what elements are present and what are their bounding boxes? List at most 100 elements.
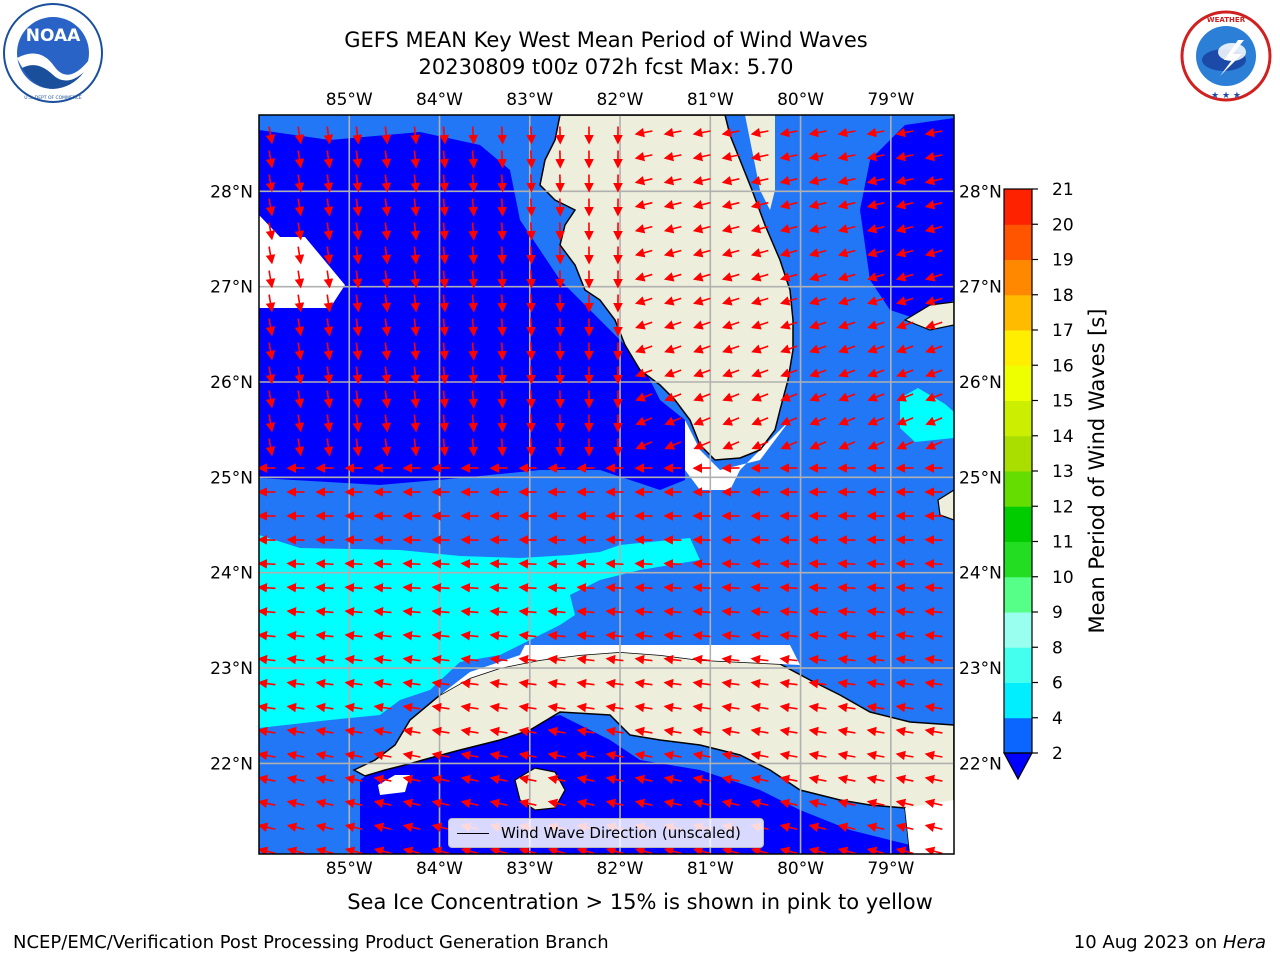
wave-direction-arrow: [779, 535, 798, 545]
wave-direction-arrow: [526, 126, 536, 145]
wave-direction-arrow: [721, 654, 740, 665]
wave-direction-arrow: [692, 750, 711, 761]
wave-direction-arrow: [925, 392, 943, 402]
wave-direction-arrow: [808, 583, 827, 593]
wave-direction-arrow: [750, 750, 769, 761]
wave-direction-arrow: [808, 774, 827, 785]
wave-direction-arrow: [693, 392, 711, 402]
wave-direction-arrow: [895, 606, 914, 617]
wave-direction-arrow: [809, 320, 827, 330]
wave-direction-arrow: [410, 294, 421, 313]
colorbar-tick-label: 14: [1052, 427, 1074, 447]
wave-direction-arrow: [547, 535, 566, 545]
wave-direction-arrow: [344, 583, 363, 593]
wave-direction-arrow: [468, 246, 478, 265]
wave-direction-arrow: [265, 174, 276, 193]
wave-direction-arrow: [779, 606, 798, 617]
wave-direction-arrow: [431, 846, 450, 854]
wave-direction-arrow: [381, 126, 392, 145]
lat-label-left: 22°N: [210, 754, 253, 774]
wave-direction-arrow: [460, 606, 479, 617]
wave-direction-arrow: [410, 222, 421, 241]
wave-direction-arrow: [352, 390, 363, 409]
wave-direction-arrow: [576, 606, 595, 617]
wave-direction-arrow: [924, 630, 943, 641]
wave-direction-arrow: [431, 654, 450, 665]
colorbar-segment: [1004, 541, 1032, 578]
wave-direction-arrow: [925, 320, 943, 330]
wave-direction-arrow: [344, 702, 363, 713]
wave-direction-arrow: [779, 702, 798, 713]
wave-direction-arrow: [750, 200, 769, 210]
wave-direction-arrow: [808, 272, 827, 282]
wave-direction-arrow: [692, 846, 711, 854]
wave-direction-arrow: [439, 150, 450, 169]
wave-direction-arrow: [576, 654, 595, 665]
wave-direction-arrow: [323, 270, 334, 289]
wave-direction-arrow: [286, 535, 305, 545]
wave-direction-arrow: [808, 559, 827, 569]
wave-direction-arrow: [265, 270, 276, 289]
wave-direction-arrow: [315, 846, 334, 854]
wave-direction-arrow: [635, 320, 653, 330]
wave-direction-arrow: [518, 606, 537, 617]
wave-direction-arrow: [895, 127, 914, 138]
wave-direction-arrow: [837, 822, 856, 832]
wave-direction-arrow: [895, 750, 914, 761]
svg-text:NOAA: NOAA: [26, 26, 81, 46]
lon-label-top: 85°W: [326, 90, 373, 110]
wave-direction-arrow: [547, 583, 566, 593]
wave-direction-arrow: [664, 416, 682, 426]
wave-direction-arrow: [634, 798, 653, 809]
wave-direction-arrow: [259, 606, 276, 617]
colorbar-tick-label: 20: [1052, 215, 1074, 235]
wave-direction-arrow: [635, 392, 653, 402]
wave-direction-arrow: [837, 726, 856, 737]
wave-direction-arrow: [323, 150, 334, 169]
wave-direction-arrow: [837, 127, 856, 138]
wave-direction-arrow: [663, 846, 682, 854]
wave-direction-arrow: [286, 798, 305, 809]
wave-direction-arrow: [663, 224, 682, 234]
wave-direction-arrow: [925, 344, 943, 354]
wave-direction-arrow: [547, 798, 566, 809]
wave-direction-arrow: [808, 296, 827, 306]
wave-direction-arrow: [431, 702, 450, 713]
lon-label-bottom: 83°W: [506, 859, 553, 879]
wave-direction-arrow: [693, 320, 711, 330]
wave-direction-arrow: [373, 678, 392, 689]
wave-direction-arrow: [286, 654, 305, 665]
wave-direction-arrow: [547, 846, 566, 854]
colorbar-tick-label: 6: [1052, 674, 1063, 694]
wave-direction-arrow: [721, 535, 740, 545]
wave-direction-arrow: [381, 270, 392, 289]
wave-direction-arrow: [294, 126, 305, 145]
wave-direction-arrow: [294, 294, 305, 313]
wave-direction-arrow: [721, 846, 740, 854]
wave-direction-arrow: [410, 438, 421, 457]
wave-direction-arrow: [323, 342, 334, 361]
colorbar-segment: [1004, 612, 1032, 648]
wave-direction-arrow: [895, 200, 914, 210]
wave-direction-arrow: [526, 294, 536, 313]
wave-direction-arrow: [808, 248, 827, 258]
wave-direction-arrow: [410, 174, 421, 193]
lat-label-left: 23°N: [210, 659, 253, 679]
wave-direction-arrow: [439, 342, 450, 361]
colorbar-tick-label: 18: [1052, 286, 1074, 306]
wave-direction-arrow: [750, 678, 769, 689]
wave-direction-arrow: [489, 559, 508, 569]
wave-direction-arrow: [410, 414, 421, 433]
wave-direction-arrow: [402, 750, 421, 761]
wave-direction-arrow: [518, 678, 537, 689]
wave-direction-arrow: [286, 702, 305, 713]
wave-direction-arrow: [779, 798, 798, 809]
wave-direction-arrow: [315, 606, 334, 617]
wave-direction-arrow: [838, 368, 856, 378]
wave-direction-arrow: [605, 559, 624, 569]
wave-direction-arrow: [460, 750, 479, 761]
wave-direction-arrow: [809, 392, 827, 402]
wave-direction-arrow: [344, 846, 363, 854]
wave-direction-arrow: [895, 248, 914, 258]
